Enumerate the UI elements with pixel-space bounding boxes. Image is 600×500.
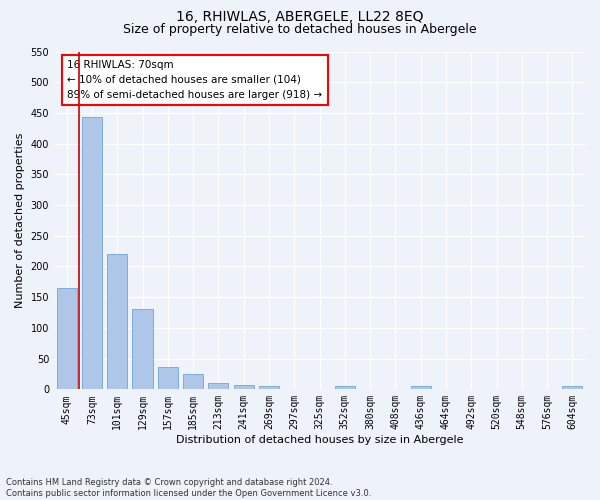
Bar xyxy=(562,386,583,390)
Bar xyxy=(183,374,203,390)
Text: 16, RHIWLAS, ABERGELE, LL22 8EQ: 16, RHIWLAS, ABERGELE, LL22 8EQ xyxy=(176,10,424,24)
Bar xyxy=(410,386,431,390)
Bar xyxy=(233,385,254,390)
Y-axis label: Number of detached properties: Number of detached properties xyxy=(15,132,25,308)
Text: 16 RHIWLAS: 70sqm
← 10% of detached houses are smaller (104)
89% of semi-detache: 16 RHIWLAS: 70sqm ← 10% of detached hous… xyxy=(67,60,322,100)
Bar xyxy=(259,386,279,390)
Text: Size of property relative to detached houses in Abergele: Size of property relative to detached ho… xyxy=(123,22,477,36)
Bar xyxy=(107,254,127,390)
Bar xyxy=(56,288,77,390)
Bar xyxy=(133,310,152,390)
Bar xyxy=(335,386,355,390)
Bar xyxy=(82,117,102,390)
Bar xyxy=(158,366,178,390)
Text: Contains HM Land Registry data © Crown copyright and database right 2024.
Contai: Contains HM Land Registry data © Crown c… xyxy=(6,478,371,498)
X-axis label: Distribution of detached houses by size in Abergele: Distribution of detached houses by size … xyxy=(176,435,463,445)
Bar xyxy=(208,382,229,390)
